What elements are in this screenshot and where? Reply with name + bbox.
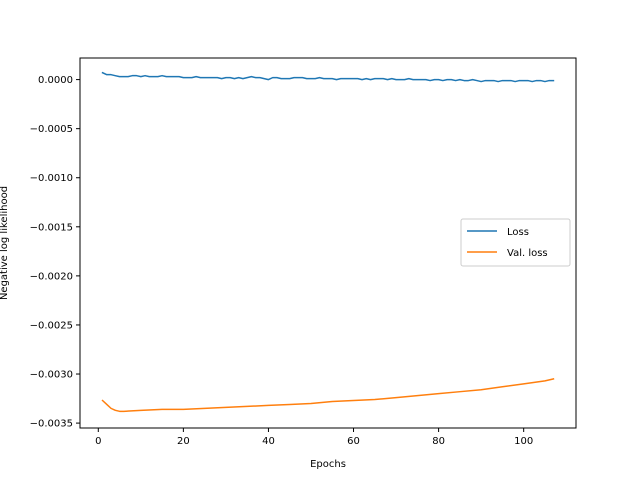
legend-label-loss: Loss [507, 227, 529, 238]
y-axis-title: Negative log likelihood [0, 186, 10, 300]
x-axis: 0 20 40 60 80 100 [95, 428, 533, 447]
legend: Loss Val. loss [460, 218, 571, 267]
axes-frame [79, 57, 577, 429]
y-axis: 0.0000 −0.0005 −0.0010 −0.0015 −0.0020 −0.002… [30, 75, 80, 430]
plot-area [79, 57, 577, 429]
y-tick-label: −0.0010 [30, 173, 73, 184]
y-tick-label: −0.0005 [30, 124, 73, 135]
x-tick-label: 100 [514, 436, 533, 447]
series-layer [101, 71, 555, 413]
x-tick-label: 80 [432, 436, 445, 447]
y-tick-label: −0.0020 [30, 271, 73, 282]
x-tick-label: 60 [347, 436, 360, 447]
y-tick-label: 0.0000 [38, 75, 73, 86]
x-tick-label: 40 [262, 436, 275, 447]
legend-label-val-loss: Val. loss [507, 248, 548, 259]
y-tick-label: −0.0035 [30, 419, 73, 430]
x-tick-label: 0 [95, 436, 101, 447]
y-tick-label: −0.0015 [30, 222, 73, 233]
series-line-loss [101, 71, 555, 83]
x-tick-label: 20 [177, 436, 190, 447]
y-tick-label: −0.0025 [30, 320, 73, 331]
x-axis-title: Epochs [310, 459, 346, 470]
y-tick-label: −0.0030 [30, 370, 73, 381]
series-line-val-loss [101, 378, 555, 413]
